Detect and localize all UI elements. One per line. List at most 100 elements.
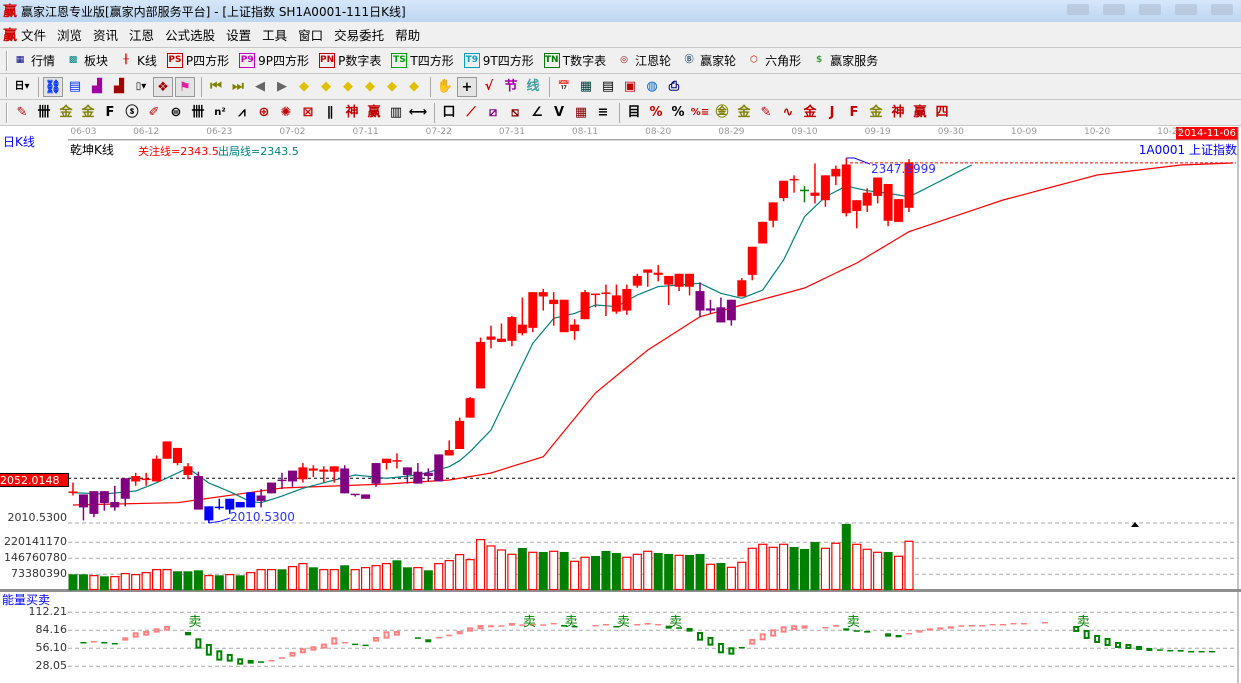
toolbar-button-quote[interactable]: ▦ 行情 [12, 52, 55, 69]
percent-icon[interactable]: % [671, 104, 685, 120]
bars3-icon[interactable]: ▟ [92, 78, 102, 94]
clipboard-icon[interactable]: ▤ [68, 78, 82, 94]
menu-item[interactable]: 帮助 [395, 28, 421, 43]
lines-icon[interactable]: ≡ [597, 104, 609, 120]
angle-icon[interactable]: ∠ [531, 104, 543, 120]
toolbar-button-p-number[interactable]: PN P数字表 [319, 52, 381, 69]
percent-lines-icon[interactable]: %≡ [690, 106, 710, 118]
rect-icon[interactable]: 口 [442, 104, 456, 120]
gold-angle-icon[interactable]: 金 [869, 104, 883, 120]
restore-button[interactable] [1175, 4, 1197, 15]
ying-angle-icon[interactable]: 赢 [913, 104, 927, 120]
toolbar-button-9t-square[interactable]: T9 9T四方形 [463, 52, 534, 69]
maximize-button[interactable] [1139, 4, 1161, 15]
pen2-icon[interactable]: ✐ [148, 104, 160, 120]
spiral-icon[interactable]: ⓢ [125, 104, 139, 120]
fan-box2-icon[interactable]: ⧅ [510, 104, 520, 120]
menu-item[interactable]: 文件 [21, 28, 47, 43]
menu-item[interactable]: 资讯 [93, 28, 119, 43]
print-icon[interactable]: ⎙ [668, 78, 680, 94]
toolbar-button-9p-square[interactable]: P9 9P四方形 [239, 52, 309, 69]
prev-icon[interactable]: ◀ [255, 78, 265, 94]
minimize-button[interactable] [1103, 4, 1125, 15]
next-icon[interactable]: ▶ [277, 78, 287, 94]
measure-icon[interactable]: ⟷ [408, 104, 428, 120]
shen-angle-icon[interactable]: 神 [891, 104, 905, 120]
bars9-icon[interactable]: ▟ [114, 78, 124, 94]
vlines-icon[interactable]: 卌 [191, 104, 205, 120]
circle-icon[interactable]: ⊜ [170, 104, 182, 120]
move-left-icon[interactable]: ◆ [299, 78, 309, 94]
target-icon[interactable]: ⊕ [258, 104, 270, 120]
zoom-h-icon[interactable]: ◆ [343, 78, 353, 94]
first-icon[interactable]: ⏮ [210, 78, 222, 94]
gold-icon[interactable]: 金 [59, 104, 73, 120]
toolbar-button-sector[interactable]: ▩ 板块 [65, 52, 108, 69]
menu-item[interactable]: 交易委托 [334, 28, 385, 43]
box-target-icon[interactable]: ⊠ [302, 104, 314, 120]
section-icon[interactable]: 节 [504, 78, 518, 94]
j-angle-icon[interactable]: J [829, 104, 835, 120]
menu-item[interactable]: 公式选股 [165, 28, 216, 43]
gold2-icon[interactable]: 金 [81, 104, 95, 120]
toolbar-button-kline[interactable]: ╫ K线 [118, 52, 157, 69]
triangle-icon[interactable]: ⩘ [238, 104, 246, 120]
zoom-out-icon[interactable]: ◆ [387, 78, 397, 94]
notebook-icon[interactable]: ▤ [601, 78, 615, 94]
table-icon[interactable]: 目 [627, 104, 641, 120]
move-right-icon[interactable]: ◆ [321, 78, 331, 94]
gold3-icon[interactable]: 金 [803, 104, 817, 120]
square-icon[interactable]: n² [214, 106, 226, 118]
zoom-in-icon[interactable]: ◆ [365, 78, 375, 94]
v-icon[interactable]: V [553, 104, 565, 120]
shen-icon[interactable]: 神 [345, 104, 359, 120]
web-icon[interactable]: ✺ [280, 104, 292, 120]
menu-item[interactable]: 窗口 [298, 28, 324, 43]
toolbar-button-p-square[interactable]: PS P四方形 [166, 52, 229, 69]
toolbar-button-t-square[interactable]: TS T四方形 [391, 52, 454, 69]
grid-icon[interactable]: ▥ [389, 104, 403, 120]
grid2-icon[interactable]: ▦ [574, 104, 588, 120]
link-icon[interactable]: ⛓ [43, 76, 63, 97]
extra-button[interactable] [1067, 4, 1089, 15]
menu-item[interactable]: 设置 [226, 28, 252, 43]
hlines-icon[interactable]: 卌 [37, 104, 51, 120]
ying-icon[interactable]: 赢 [367, 104, 381, 120]
pen-icon[interactable]: ✎ [16, 104, 28, 120]
marker-icon[interactable]: ✎ [760, 104, 772, 120]
toolbar-grip[interactable] [6, 76, 8, 97]
expand-icon[interactable]: ◆ [409, 78, 419, 94]
gold-lines-icon[interactable]: 金 [737, 104, 751, 120]
flag-icon[interactable]: ⚑ [175, 76, 195, 97]
parallel-icon[interactable]: ∥ [326, 104, 334, 120]
network-icon[interactable]: ◍ [646, 78, 658, 94]
candle-type-dropdown[interactable]: ▯▾ [135, 80, 147, 92]
save-icon[interactable]: ▣ [623, 78, 637, 94]
last-icon[interactable]: ⏭ [232, 78, 244, 94]
percent-line-icon[interactable]: % [649, 104, 663, 120]
toolbar-button-gann-wheel[interactable]: ◎ 江恩轮 [616, 52, 671, 69]
toolbar-button-winner-wheel[interactable]: Ⓑ 赢家轮 [681, 52, 737, 69]
fib-icon[interactable]: F [105, 104, 115, 120]
menu-item[interactable]: 工具 [262, 28, 288, 43]
toolbar-grip[interactable] [6, 102, 8, 123]
wave-icon[interactable]: ∿ [782, 104, 794, 120]
line-icon[interactable]: 线 [526, 78, 540, 94]
toolbar-grip[interactable] [6, 50, 8, 71]
hand-icon[interactable]: ✋ [436, 78, 454, 94]
close-button[interactable] [1211, 4, 1233, 15]
vline-icon[interactable]: √ [484, 78, 494, 94]
toolbar-button-t-number[interactable]: TN T数字表 [543, 52, 606, 69]
pattern-icon[interactable]: ❖ [153, 76, 173, 97]
fan-icon[interactable]: ⟋ [466, 104, 476, 120]
calculator-icon[interactable]: ▦ [579, 78, 593, 94]
calendar-icon[interactable]: 📅 [557, 80, 571, 92]
toolbar-button-hexagon[interactable]: ⬡ 六角形 [746, 52, 801, 69]
crosshair-icon[interactable]: + [457, 76, 477, 97]
menu-item[interactable]: 浏览 [57, 28, 83, 43]
menu-item[interactable]: 江恩 [129, 28, 155, 43]
si-angle-icon[interactable]: 四 [935, 104, 949, 120]
fan-box-icon[interactable]: ⧄ [488, 104, 498, 120]
period-dropdown[interactable]: 日▾ [14, 80, 30, 92]
